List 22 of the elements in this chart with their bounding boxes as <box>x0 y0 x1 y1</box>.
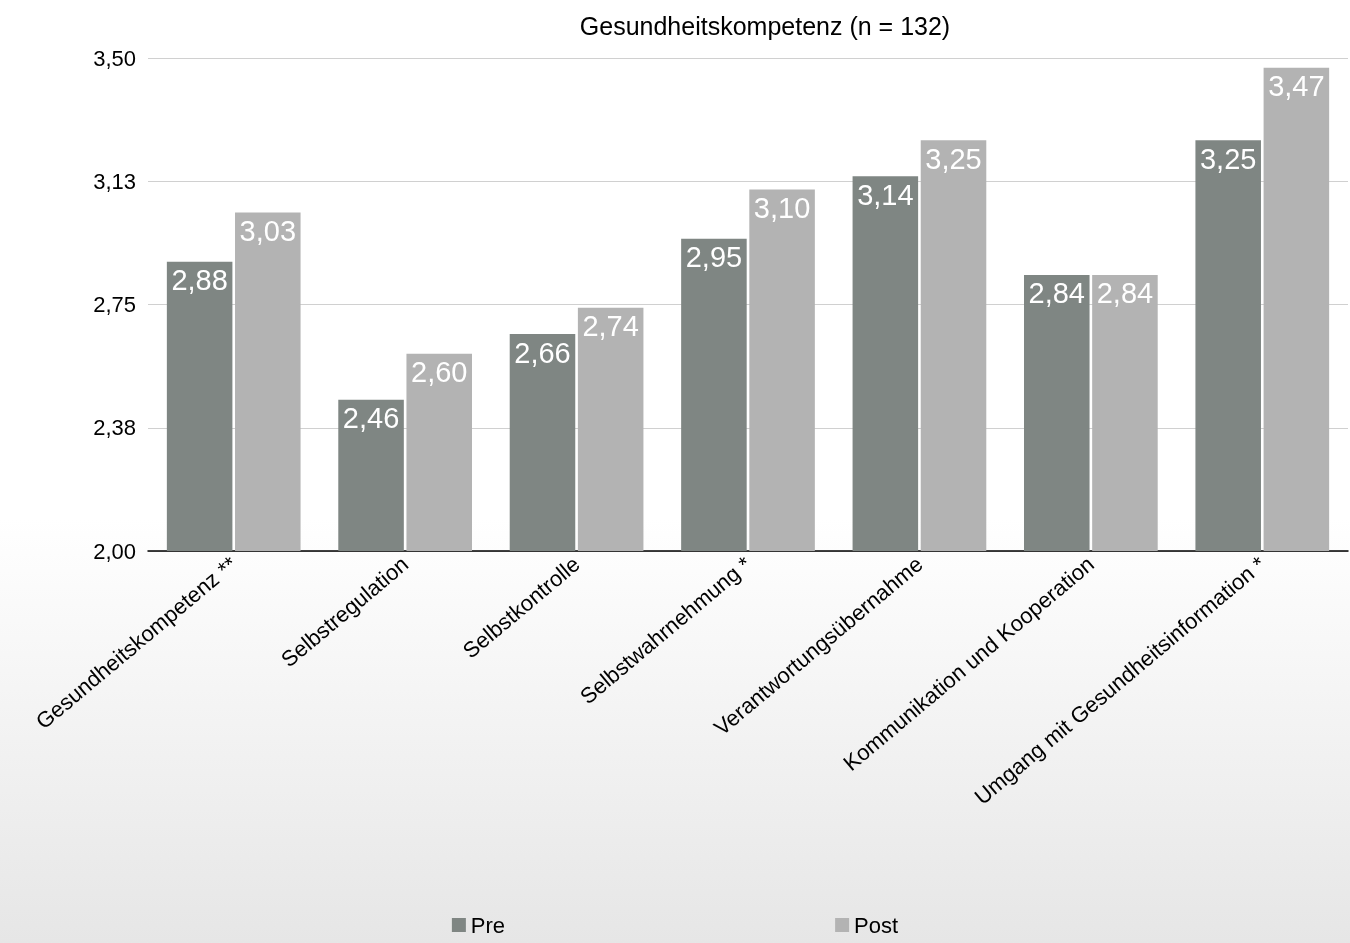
data-label: 2,84 <box>1028 277 1085 310</box>
data-label: 3,47 <box>1268 70 1325 103</box>
legend-label: Pre <box>470 912 506 938</box>
data-label: 2,66 <box>514 336 571 369</box>
y-tick-label: 2,75 <box>93 292 136 317</box>
legend-label: Post <box>854 912 899 938</box>
chart-title: Gesundheitskompetenz (n = 132) <box>579 11 951 40</box>
data-label: 3,03 <box>239 214 297 247</box>
data-label: 2,84 <box>1096 277 1154 310</box>
data-label: 3,10 <box>753 191 811 224</box>
y-tick-label: 3,50 <box>93 45 136 71</box>
data-label: 2,74 <box>582 310 639 343</box>
data-label: 3,25 <box>1199 142 1257 175</box>
data-label: 2,88 <box>171 264 228 297</box>
data-label: 2,60 <box>411 356 468 389</box>
y-tick-label: 3,13 <box>93 168 136 194</box>
data-label: 3,14 <box>857 178 914 211</box>
data-label: 2,46 <box>342 402 400 435</box>
y-tick-label: 2,38 <box>93 415 136 441</box>
data-label: 2,95 <box>685 241 743 274</box>
y-tick-label: 2,00 <box>93 538 136 564</box>
data-label: 3,25 <box>925 142 982 175</box>
